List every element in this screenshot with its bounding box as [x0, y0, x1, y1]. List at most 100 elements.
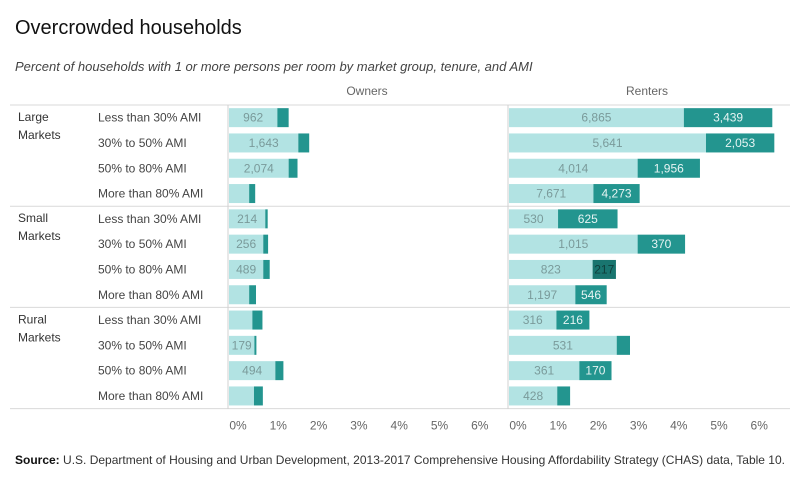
- renters-bar-dark: [637, 234, 686, 254]
- owners-bar-dark: [254, 335, 257, 355]
- source-label: Source:: [15, 453, 60, 467]
- owners-light-value-label: 1,643: [249, 136, 279, 150]
- owners-bar-dark: [277, 108, 289, 128]
- owners-bar-dark: [253, 386, 263, 406]
- category-label: Less than 30% AMI: [98, 111, 201, 125]
- renters-bar-dark: [683, 108, 773, 128]
- owners-bar-light: [229, 386, 254, 406]
- owners-bar-light: [229, 361, 276, 381]
- renters-dark-value-label: 2,053: [725, 136, 755, 150]
- x-tick-label-renters: 6%: [751, 419, 769, 433]
- x-tick-label-owners: 1%: [270, 419, 288, 433]
- owners-bar-dark: [249, 285, 257, 305]
- owners-light-value-label: 962: [243, 111, 263, 125]
- category-label: Less than 30% AMI: [98, 313, 201, 327]
- renters-dark-value-label: 170: [585, 364, 605, 378]
- renters-bar-dark: [616, 335, 631, 355]
- owners-bar-light: [229, 209, 266, 229]
- renters-bar-light: [509, 108, 684, 128]
- x-tick-label-renters: 0%: [509, 419, 527, 433]
- owners-bar-light: [229, 133, 299, 153]
- renters-bar-light: [509, 158, 638, 178]
- owners-bar-dark: [252, 310, 263, 330]
- owners-bar-dark: [288, 158, 298, 178]
- owners-bar-dark: [263, 259, 270, 279]
- owners-light-value-label: 489: [236, 262, 256, 276]
- category-label: 50% to 80% AMI: [98, 262, 187, 276]
- x-tick-label-owners: 3%: [350, 419, 368, 433]
- group-label: Large Markets: [18, 110, 61, 142]
- category-label: 30% to 50% AMI: [98, 237, 187, 251]
- renters-dark-value-label: 1,956: [654, 161, 684, 175]
- renters-light-value-label: 361: [534, 364, 554, 378]
- renters-light-value-label: 316: [523, 313, 543, 327]
- renters-bar-dark: [637, 158, 700, 178]
- x-tick-label-owners: 0%: [229, 419, 247, 433]
- category-label: 50% to 80% AMI: [98, 364, 187, 378]
- owners-bar-light: [229, 335, 255, 355]
- renters-dark-value-label: 4,273: [602, 187, 632, 201]
- renters-light-value-label: 428: [523, 389, 543, 403]
- renters-bar-dark: [558, 209, 618, 229]
- x-tick-label-renters: 5%: [710, 419, 728, 433]
- x-tick-label-owners: 5%: [431, 419, 449, 433]
- owners-bar-dark: [298, 133, 310, 153]
- renters-dark-value-label: 546: [581, 288, 601, 302]
- renters-light-value-label: 531: [553, 338, 573, 352]
- panel-header-owners: Owners: [346, 84, 387, 98]
- x-tick-label-renters: 2%: [590, 419, 608, 433]
- renters-light-value-label: 6,865: [581, 111, 611, 125]
- owners-bar-light: [229, 184, 250, 204]
- owners-light-value-label: 2,074: [244, 161, 274, 175]
- chart-subtitle: Percent of households with 1 or more per…: [15, 59, 533, 74]
- stacked-bar-chart: Owners Renters Large Markets Small Markets Rur…: [10, 84, 790, 433]
- renters-dark-value-label: 217: [594, 262, 614, 276]
- renters-bar-dark: [593, 184, 640, 204]
- owners-bar-dark: [265, 209, 268, 229]
- x-tick-label-owners: 6%: [471, 419, 489, 433]
- category-label: 30% to 50% AMI: [98, 338, 187, 352]
- renters-light-value-label: 530: [524, 212, 544, 226]
- renters-light-value-label: 1,015: [558, 237, 588, 251]
- x-tick-label-renters: 1%: [550, 419, 568, 433]
- renters-light-value-label: 823: [541, 262, 561, 276]
- owners-bar-light: [229, 108, 278, 128]
- renters-light-value-label: 1,197: [527, 288, 557, 302]
- renters-light-value-label: 5,641: [592, 136, 622, 150]
- renters-bar-light: [509, 184, 594, 204]
- renters-bar-dark: [705, 133, 775, 153]
- owners-bar-light: [229, 234, 264, 254]
- renters-light-value-label: 7,671: [536, 187, 566, 201]
- category-label: More than 80% AMI: [98, 187, 203, 201]
- renters-bar-dark: [575, 285, 607, 305]
- chart-title: Overcrowded households: [15, 17, 242, 39]
- category-label: Less than 30% AMI: [98, 212, 201, 226]
- renters-bar-dark: [592, 259, 616, 279]
- owners-light-value-label: 494: [242, 364, 262, 378]
- renters-dark-value-label: 216: [563, 313, 583, 327]
- renters-bar-dark: [556, 310, 590, 330]
- renters-bar-dark: [579, 361, 612, 381]
- category-label: More than 80% AMI: [98, 389, 203, 403]
- panel-header-renters: Renters: [626, 84, 668, 98]
- owners-bar-light: [229, 158, 289, 178]
- renters-bar-light: [509, 209, 559, 229]
- owners-bar-light: [229, 310, 253, 330]
- category-label: 30% to 50% AMI: [98, 136, 187, 150]
- owners-light-value-label: 179: [232, 338, 252, 352]
- renters-bar-light: [509, 386, 558, 406]
- renters-dark-value-label: 3,439: [713, 111, 743, 125]
- x-tick-label-renters: 3%: [630, 419, 648, 433]
- renters-bar-light: [509, 259, 593, 279]
- owners-light-value-label: 256: [236, 237, 256, 251]
- owners-light-value-label: 214: [237, 212, 257, 226]
- owners-bar-dark: [263, 234, 269, 254]
- owners-bar-dark: [275, 361, 284, 381]
- renters-bar-light: [509, 285, 576, 305]
- owners-bar-dark: [249, 184, 256, 204]
- x-tick-label-owners: 2%: [310, 419, 328, 433]
- group-label: Rural Markets: [18, 312, 61, 344]
- category-label: More than 80% AMI: [98, 288, 203, 302]
- renters-light-value-label: 4,014: [558, 161, 588, 175]
- renters-bar-light: [509, 133, 706, 153]
